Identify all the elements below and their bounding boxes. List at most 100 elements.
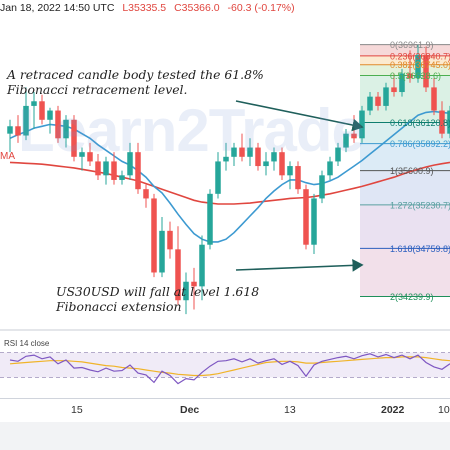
candle — [327, 156, 333, 180]
rsi-ma-line — [9, 356, 450, 377]
rsi-band — [0, 352, 450, 378]
candle — [279, 147, 285, 180]
candle — [183, 272, 189, 315]
fib-zone-0.382 — [360, 64, 450, 76]
candle — [431, 78, 437, 116]
candle — [47, 107, 53, 134]
time-axis: 15 Dec 13 2022 10 — [0, 398, 450, 423]
fib-label-0.5: 0.5(36628.6) — [390, 71, 441, 81]
annotation-top-line1: A retraced candle body tested the 61.8% — [7, 67, 264, 82]
candle — [143, 184, 149, 208]
fib-zone-0.618 — [360, 122, 450, 144]
candle — [319, 170, 325, 204]
candle — [263, 152, 269, 176]
annotation-bottom-line1: US30USD will fall at level 1.618 — [56, 284, 260, 299]
ma-label: MA — [0, 151, 15, 162]
fib-label-2: 2(34239.9) — [390, 292, 434, 302]
candle — [55, 105, 61, 143]
candle — [23, 87, 29, 141]
arrow-to-618-retracement — [235, 100, 364, 132]
arrow-to-1618-extension — [235, 258, 364, 272]
x-tick-2022: 2022 — [381, 404, 405, 416]
candle — [311, 193, 317, 254]
candle — [31, 92, 37, 130]
fib-zone-0.786 — [360, 143, 450, 171]
bottom-strip — [0, 422, 450, 450]
fib-label-1.618: 1.618(34759.8) — [390, 244, 450, 254]
candle — [287, 161, 293, 190]
ohlc-header: Jan 18, 2022 14:50 UTC L35335.5 C35366.0… — [0, 0, 450, 17]
candle — [207, 189, 213, 250]
candle — [439, 101, 445, 139]
x-tick-15: 15 — [71, 404, 83, 416]
candles — [7, 44, 450, 315]
candle — [407, 50, 413, 83]
header-close: C35366.0 — [174, 2, 220, 14]
ma-slow-line — [9, 161, 450, 205]
fib-label-0.786: 0.786(35892.2) — [390, 139, 450, 149]
x-tick-dec: Dec — [180, 404, 200, 416]
annotation-bottom: US30USD will fall at level 1.618 Fibonac… — [56, 284, 259, 314]
fib-label-1: 1(35600.9) — [390, 166, 434, 176]
fib-zone-0 — [360, 44, 450, 56]
candle — [127, 142, 133, 180]
candle — [367, 92, 373, 116]
candle — [103, 156, 109, 185]
fib-label-0: 0(36961.9) — [390, 40, 434, 50]
fib-zone-1.618 — [360, 248, 450, 297]
candle — [271, 147, 277, 171]
fib-label-0.382: 0.382(36745.0) — [390, 60, 450, 70]
candle — [343, 129, 349, 153]
candle — [95, 154, 101, 180]
fib-zone-1 — [360, 170, 450, 205]
candle — [335, 142, 341, 167]
candle — [199, 235, 205, 301]
candle — [375, 92, 381, 111]
candle — [391, 73, 397, 97]
x-tick-13: 13 — [284, 404, 296, 416]
candle — [423, 46, 429, 93]
candle — [247, 138, 253, 167]
candle — [119, 170, 125, 185]
candle — [255, 142, 261, 171]
candle — [135, 142, 141, 194]
candle — [191, 267, 197, 310]
candle — [239, 133, 245, 162]
candle — [415, 44, 421, 83]
rsi-pane — [0, 329, 450, 385]
rsi-line — [9, 353, 450, 385]
header-low: L35335.5 — [122, 2, 167, 14]
ma-fast-line — [9, 110, 450, 243]
fib-zone-bands — [360, 44, 450, 297]
candle — [151, 193, 157, 278]
candle — [111, 152, 117, 185]
watermark: Learn2Trade — [18, 97, 365, 164]
candle — [399, 68, 405, 97]
candle — [231, 142, 237, 167]
candle — [215, 152, 221, 199]
fib-label-0.618: 0.618(36120.8) — [390, 118, 450, 128]
x-tick-10: 10 — [438, 404, 450, 416]
candle — [7, 119, 13, 153]
candle — [39, 94, 45, 125]
annotation-top: A retraced candle body tested the 61.8% … — [7, 67, 264, 97]
candle — [223, 142, 229, 171]
fib-level-labels: 0(36961.9)0.236(36840.7)0.382(36745.0)0.… — [390, 40, 450, 302]
fib-label-1.272: 1.272(35230.7) — [390, 200, 450, 210]
fib-level-lines — [360, 44, 450, 298]
candle — [303, 184, 309, 250]
candle — [63, 115, 69, 148]
header-change: -60.3 (-0.17%) — [227, 2, 295, 14]
candle — [167, 221, 173, 259]
candle — [87, 142, 93, 167]
candle — [447, 105, 450, 139]
fib-label-0.236: 0.236(36840.7) — [390, 51, 450, 61]
candle — [175, 226, 181, 305]
candle — [159, 216, 165, 278]
candle — [15, 115, 21, 143]
candle — [79, 147, 85, 171]
annotation-bottom-line2: Fibonacci extension — [56, 299, 182, 314]
header-date: Jan 18, 2022 14:50 UTC — [0, 2, 115, 14]
